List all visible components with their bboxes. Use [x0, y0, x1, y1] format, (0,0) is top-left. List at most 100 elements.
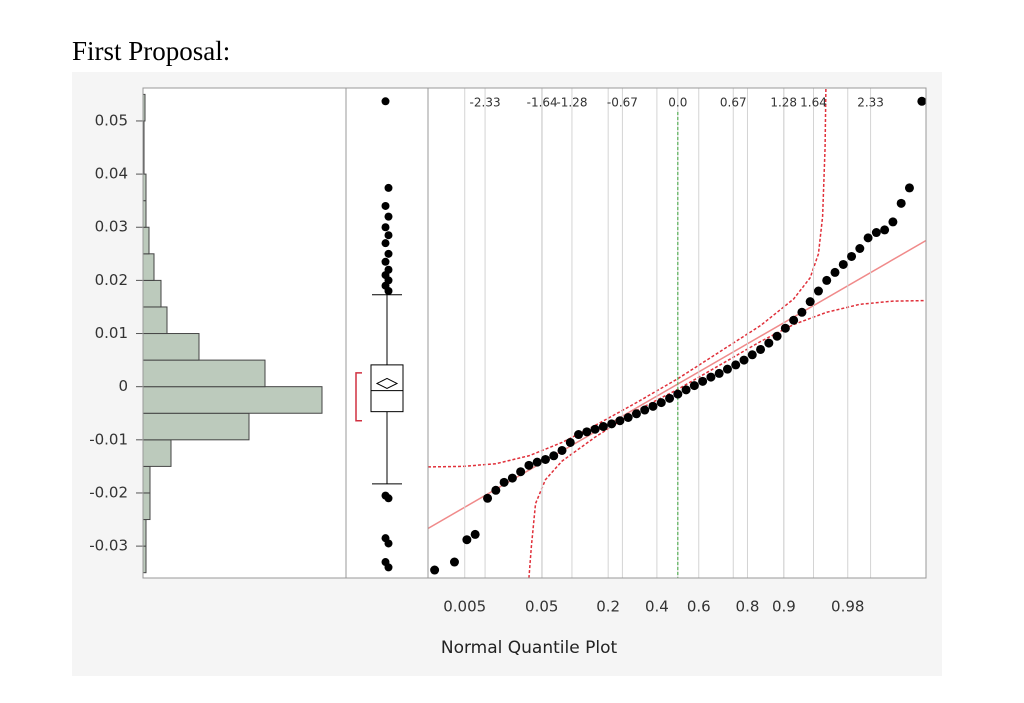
quantile-point — [615, 416, 625, 426]
quantile-point — [590, 424, 600, 434]
histogram-bar — [142, 465, 151, 494]
quantile-point — [507, 473, 517, 483]
quantile-point — [888, 217, 898, 227]
quantile-point — [598, 422, 608, 432]
y-tick-label: 0.02 — [95, 271, 128, 289]
quantile-point — [491, 485, 501, 495]
histogram-bar — [142, 279, 162, 308]
quantile-point — [822, 275, 832, 285]
quantile-point — [565, 437, 575, 447]
shortest-half — [355, 372, 362, 422]
quantile-point — [880, 225, 890, 235]
quantile-frame — [428, 88, 926, 578]
quantile-point — [462, 535, 472, 545]
quantile-tick-label: 2.33 — [857, 96, 884, 110]
quantile-point — [863, 233, 873, 243]
quantile-point — [499, 477, 509, 487]
quantile-tick-label: -0.67 — [607, 96, 638, 110]
quantile-point — [698, 376, 708, 386]
quantile-point — [656, 398, 666, 408]
quantile-point — [706, 372, 716, 382]
prob-tick-label: 0.6 — [687, 598, 711, 616]
outlier — [384, 212, 393, 221]
outlier — [381, 223, 390, 232]
prob-tick-label: 0.05 — [525, 598, 558, 616]
histogram-frame — [143, 88, 346, 578]
quantile-point — [574, 430, 584, 440]
outlier — [384, 494, 393, 503]
quantile-point — [739, 355, 749, 365]
quantile-point — [805, 297, 815, 307]
prob-tick-label: 0.4 — [645, 598, 669, 616]
quantile-point — [623, 413, 633, 423]
y-tick-label: -0.02 — [89, 483, 128, 501]
outlier — [384, 249, 393, 258]
quantile-point — [689, 381, 699, 391]
quantile-point — [896, 198, 906, 208]
quantile-point — [516, 467, 526, 477]
quantile-tick-label: -1.64 — [527, 96, 558, 110]
quantile-point — [871, 228, 881, 238]
outlier — [381, 201, 390, 210]
outlier — [384, 539, 393, 548]
quantile-point — [631, 409, 641, 419]
quantile-point — [549, 451, 559, 461]
prob-tick-label: 0.005 — [443, 598, 486, 616]
quantile-point — [764, 338, 774, 348]
quantile-point — [830, 267, 840, 277]
y-tick-label: 0.03 — [95, 218, 128, 236]
quantile-point — [780, 323, 790, 333]
histogram-bar — [142, 386, 323, 414]
quantile-point — [681, 385, 691, 395]
confidence-band — [428, 88, 827, 468]
quantile-point — [722, 364, 732, 374]
histogram-bar — [142, 412, 250, 441]
quantile-point — [582, 427, 592, 437]
prob-tick-label: 0.2 — [596, 598, 620, 616]
histogram-bar — [142, 333, 200, 361]
prob-tick-label: 0.9 — [772, 598, 796, 616]
quantile-point — [665, 393, 675, 403]
y-tick-label: 0 — [118, 377, 128, 395]
quantile-point — [772, 331, 782, 341]
histogram-bar — [142, 492, 151, 521]
histogram-bar — [142, 226, 150, 255]
outlier — [384, 563, 393, 572]
quantile-point — [430, 565, 440, 575]
quantile-point — [673, 389, 683, 399]
quantile-point — [847, 251, 857, 261]
y-tick-label: 0.05 — [95, 111, 128, 129]
quantile-point — [904, 183, 914, 193]
outlier — [384, 287, 393, 296]
prob-tick-label: 0.8 — [736, 598, 760, 616]
quantile-tick-label: 0.0 — [668, 96, 687, 110]
quantile-point — [756, 344, 766, 354]
outlier — [381, 257, 390, 266]
histogram-bar — [142, 306, 168, 335]
y-tick-label: -0.01 — [89, 430, 128, 448]
y-tick-label: 0.01 — [95, 324, 128, 342]
quantile-tick-label: 1.28 — [770, 96, 797, 110]
quantile-point — [747, 350, 757, 360]
page-title: First Proposal: — [72, 36, 230, 66]
outlier — [381, 97, 390, 106]
quantile-tick-label: -1.28 — [556, 96, 587, 110]
y-tick-label: -0.03 — [89, 537, 128, 555]
quantile-point — [640, 405, 650, 415]
quantile-point — [797, 307, 807, 317]
quantile-point — [607, 419, 617, 429]
outlier — [384, 231, 393, 240]
x-axis-label: Normal Quantile Plot — [441, 638, 618, 658]
quantile-point — [540, 454, 550, 464]
quantile-tick-label: 0.67 — [720, 96, 747, 110]
quantile-point — [449, 557, 459, 567]
histogram-bar — [142, 439, 172, 467]
quantile-point — [917, 96, 927, 106]
quantile-point — [714, 368, 724, 378]
quantile-border — [427, 87, 927, 579]
quantile-point — [557, 445, 567, 455]
quantile-point — [532, 457, 542, 467]
quantile-point — [789, 315, 799, 325]
quantile-point — [813, 286, 823, 296]
